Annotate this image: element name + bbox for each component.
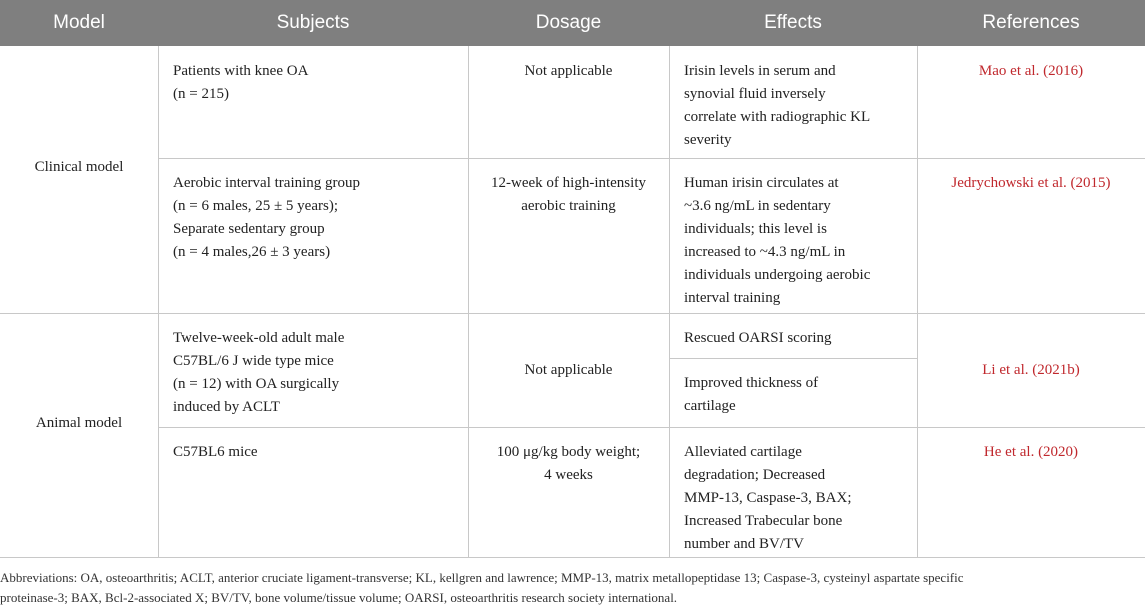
effects-line: individuals undergoing aerobic xyxy=(684,267,871,283)
rule xyxy=(0,557,1145,558)
subjects-line: induced by ACLT xyxy=(173,399,280,415)
dosage-line: Not applicable xyxy=(524,63,613,79)
effects-line: interval training xyxy=(684,290,781,306)
effects-line: increased to ~4.3 ng/mL in xyxy=(684,244,846,260)
subjects-line: Twelve-week-old adult male xyxy=(173,330,345,346)
reference-link[interactable]: Mao et al. (2016) xyxy=(978,63,1084,79)
rule xyxy=(669,358,917,359)
effects-line: cartilage xyxy=(684,398,736,414)
subjects-line: Aerobic interval training group xyxy=(173,175,361,191)
model-label: Clinical model xyxy=(34,159,124,175)
rule xyxy=(468,46,469,557)
header-row xyxy=(0,0,1145,46)
subjects-line: Patients with knee OA xyxy=(173,63,309,79)
effects-line: Increased Trabecular bone xyxy=(684,513,843,529)
column-header: Model xyxy=(53,12,105,33)
subjects-line: Separate sedentary group xyxy=(173,221,325,237)
rule xyxy=(158,158,1145,159)
dosage-line: 100 μg/kg body weight; xyxy=(496,444,641,460)
subjects-line: C57BL6 mice xyxy=(173,444,258,460)
dosage-line: Not applicable xyxy=(524,361,613,378)
dosage-line: 4 weeks xyxy=(544,467,593,483)
subjects-line: (n = 12) with OA surgically xyxy=(173,376,340,392)
effects-line: Improved thickness of xyxy=(684,375,819,391)
effects-line: number and BV/TV xyxy=(684,536,804,552)
subjects-line: (n = 215) xyxy=(173,86,229,102)
effects-line: Human irisin circulates at xyxy=(684,175,839,191)
effects-line: degradation; Decreased xyxy=(684,467,826,483)
rule xyxy=(917,46,918,557)
dosage-line: aerobic training xyxy=(521,198,616,214)
effects-line: MMP-13, Caspase-3, BAX; xyxy=(684,490,852,506)
effects-line: Irisin levels in serum and xyxy=(684,63,836,79)
reference-link[interactable]: Li et al. (2021b) xyxy=(982,361,1080,378)
rule xyxy=(158,427,1145,428)
column-header: Dosage xyxy=(535,12,602,33)
subjects-line: (n = 4 males,26 ± 3 years) xyxy=(173,244,331,260)
rule xyxy=(669,46,670,557)
subjects-line: C57BL/6 J wide type mice xyxy=(173,353,334,369)
dosage-line: 12-week of high-intensity xyxy=(491,175,646,191)
column-header: Subjects xyxy=(276,12,350,33)
footnote: proteinase-3; BAX, Bcl-2-associated X; B… xyxy=(0,590,678,605)
rule xyxy=(158,46,159,557)
subjects-line: (n = 6 males, 25 ± 5 years); xyxy=(173,198,338,214)
effects-line: synovial fluid inversely xyxy=(684,86,826,102)
reference-link[interactable]: He et al. (2020) xyxy=(983,444,1079,460)
footnote: Abbreviations: OA, osteoarthritis; ACLT,… xyxy=(0,570,964,585)
effects-line: individuals; this level is xyxy=(684,221,827,237)
rule xyxy=(0,313,1145,314)
column-header: Effects xyxy=(764,12,822,33)
effects-line: Rescued OARSI scoring xyxy=(684,330,832,346)
model-label: Animal model xyxy=(35,414,123,431)
effects-line: ~3.6 ng/mL in sedentary xyxy=(684,198,831,214)
column-header: References xyxy=(982,12,1080,33)
effects-line: correlate with radiographic KL xyxy=(684,109,871,125)
effects-line: severity xyxy=(684,132,732,148)
effects-line: Alleviated cartilage xyxy=(684,444,802,460)
reference-link[interactable]: Jedrychowski et al. (2015) xyxy=(951,175,1111,191)
